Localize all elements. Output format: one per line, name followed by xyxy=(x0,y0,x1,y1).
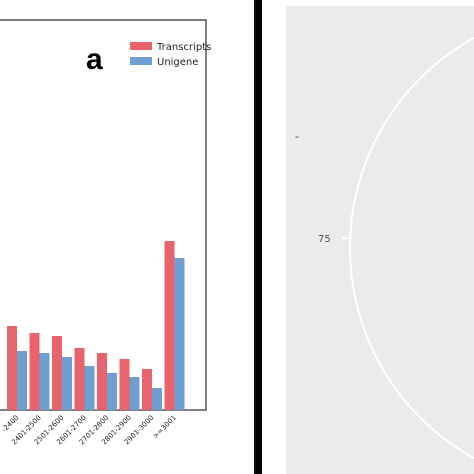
legend-label-transcripts: Transcripts xyxy=(156,42,211,53)
legend-swatch-transcripts xyxy=(130,42,152,50)
bar-unigene-2 xyxy=(62,357,72,410)
bar-unigene-7 xyxy=(174,258,185,410)
legend-label-unigene: Unigene xyxy=(157,57,198,68)
bar-transcripts-2 xyxy=(52,336,62,410)
bar-transcripts-5 xyxy=(119,359,130,410)
plot-background xyxy=(286,6,474,474)
bar-transcripts-4 xyxy=(97,353,107,410)
bar-transcripts-1 xyxy=(29,333,40,410)
bar-transcripts-7 xyxy=(164,241,175,410)
polar-pie-chart: 75 - xyxy=(286,6,474,474)
outer-ring xyxy=(349,36,474,460)
bar-unigene-6 xyxy=(152,388,162,410)
bar-transcripts-6 xyxy=(142,369,152,410)
bar-chart: a Transcripts Unigene -24002401-25002501… xyxy=(0,19,211,447)
x-tick-labels: -24002401-25002501-26002601-27002701-280… xyxy=(0,414,178,447)
bar-unigene-4 xyxy=(107,373,117,410)
polar-chart-panel: 75 - xyxy=(262,0,474,474)
bar-chart-panel: a Transcripts Unigene -2400 2401-2500 2501… xyxy=(0,0,256,474)
bars-group xyxy=(7,241,185,410)
x-tick-label: -2400 xyxy=(0,414,20,434)
axis-tick-mark: - xyxy=(295,130,299,143)
bar-unigene-0 xyxy=(17,351,27,410)
legend-swatch-unigene xyxy=(130,57,152,65)
legend: Transcripts Unigene xyxy=(130,42,211,68)
x-tick-label: >=3001 xyxy=(151,414,178,441)
bar-unigene-3 xyxy=(84,366,95,410)
bar-unigene-1 xyxy=(39,353,50,410)
radial-tick-label: 75 xyxy=(318,234,331,245)
bar-unigene-5 xyxy=(129,377,140,410)
bar-transcripts-3 xyxy=(74,348,85,410)
bar-transcripts-0 xyxy=(7,326,17,410)
panel-label: a xyxy=(86,43,103,76)
